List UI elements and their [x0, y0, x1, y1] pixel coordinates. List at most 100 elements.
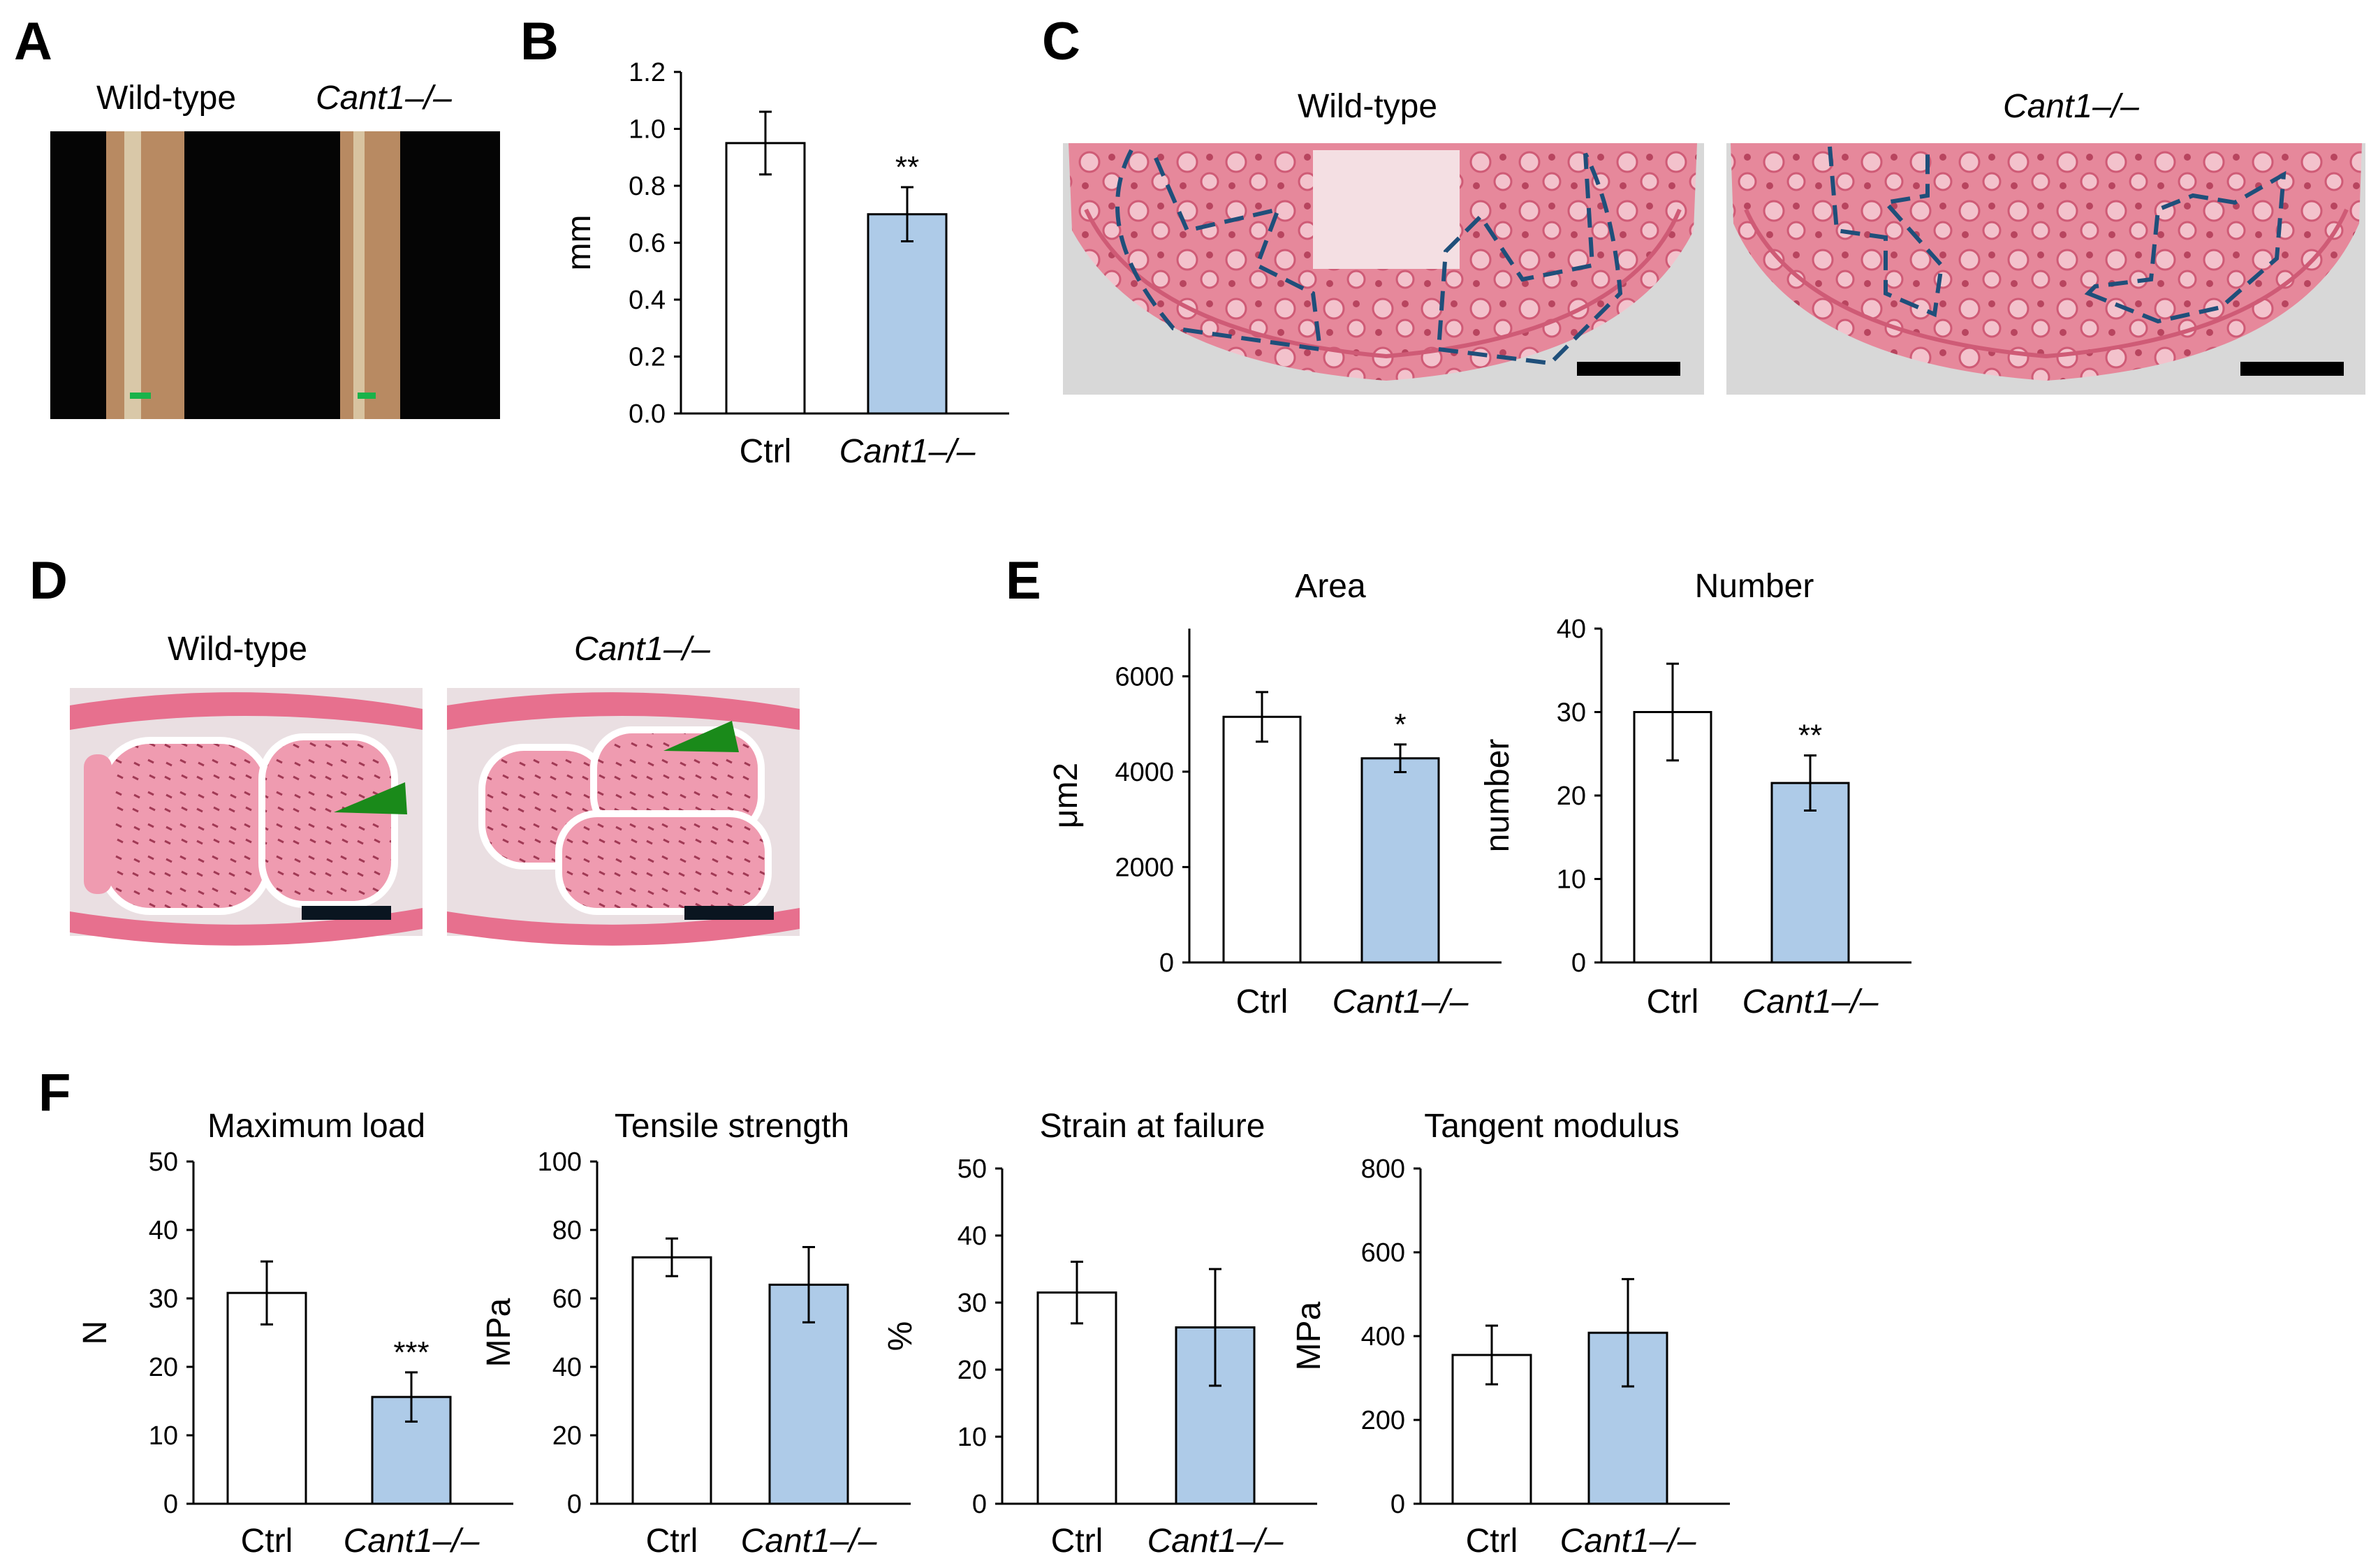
y-axis-label: N [77, 1321, 114, 1345]
bar-ctrl [725, 142, 806, 415]
y-tick-label: 200 [1361, 1406, 1405, 1435]
y-tick-label: 0.2 [629, 343, 666, 372]
panel-c-cant1-label: Cant1–/– [2003, 88, 2139, 125]
panel-label-d: D [29, 551, 68, 610]
chart-b: 0.0 0.2 0.4 0.6 0.8 1.0 1.2 mm Ctrl ** Cant1–/– [561, 58, 1009, 470]
y-tick-label: 800 [1361, 1155, 1405, 1184]
panel-label-b: B [520, 12, 559, 71]
chart-f-tensile: Tensile strength 0 20 40 60 80 100 MPa Ctrl Cant1… [480, 1108, 911, 1560]
y-tick-label: 0.4 [629, 286, 666, 315]
y-tick-label: 100 [538, 1148, 582, 1177]
y-axis-label: number [1479, 739, 1516, 853]
y-tick-label: 0.0 [629, 400, 666, 429]
panel-label-e: E [1006, 551, 1041, 610]
y-tick-label: 30 [957, 1289, 987, 1318]
y-tick-label: 20 [149, 1353, 178, 1382]
y-tick-label: 40 [552, 1353, 582, 1382]
y-tick-label: 60 [552, 1284, 582, 1314]
bar-cant1 [1360, 757, 1440, 964]
y-tick-label: 20 [1557, 782, 1586, 811]
y-tick-label: 400 [1361, 1322, 1405, 1351]
y-tick-label: 0 [567, 1490, 582, 1519]
significance-marker: ** [1798, 719, 1822, 753]
x-category-label: Ctrl [1647, 983, 1699, 1020]
panel-a-wildtype-label: Wild-type [96, 80, 236, 117]
x-category-label: Cant1–/– [741, 1523, 877, 1560]
y-tick-label: 600 [1361, 1238, 1405, 1268]
y-tick-label: 1.0 [629, 115, 666, 145]
y-axis-label: mm [561, 215, 598, 271]
panel-a-cant1-label: Cant1–/– [316, 80, 452, 117]
y-tick-label: 4000 [1115, 758, 1174, 787]
chart-title: Area [1295, 568, 1366, 605]
chart-e-number: Number 0 10 20 30 40 number Ctrl ** Cant1–/– [1479, 568, 1911, 1020]
chart-e-area: Area 0 2000 4000 6000 μm2 Ctrl * Cant1–/– [1048, 568, 1502, 1020]
y-tick-label: 10 [149, 1421, 178, 1451]
y-axis-label: MPa [480, 1298, 518, 1367]
panel-d-cant1-histology [447, 688, 800, 946]
chart-title: Number [1695, 568, 1814, 605]
bar-ctrl [1036, 1291, 1117, 1505]
bar-cant1 [867, 213, 948, 415]
significance-marker: ** [895, 150, 919, 184]
y-tick-label: 10 [1557, 865, 1586, 895]
panel-a-tendon-photo [50, 131, 500, 419]
y-tick-label: 20 [957, 1356, 987, 1385]
x-category-label: Ctrl [1236, 983, 1289, 1020]
x-category-label: Cant1–/– [344, 1523, 480, 1560]
y-tick-label: 20 [552, 1421, 582, 1451]
panel-label-a: A [14, 12, 52, 71]
significance-marker: * [1394, 708, 1406, 742]
y-tick-label: 30 [149, 1284, 178, 1314]
y-axis-label: % [882, 1321, 919, 1351]
bar-cant1 [1770, 782, 1850, 964]
y-tick-label: 1.2 [629, 58, 666, 87]
x-category-label: Cant1–/– [839, 433, 976, 470]
x-category-label: Ctrl [1466, 1523, 1518, 1560]
y-axis-label: μm2 [1048, 763, 1085, 828]
x-category-label: Ctrl [740, 433, 792, 470]
panel-label-c: C [1042, 12, 1080, 71]
x-category-label: Ctrl [646, 1523, 698, 1560]
y-tick-label: 0.8 [629, 172, 666, 201]
x-category-label: Cant1–/– [1147, 1523, 1284, 1560]
chart-f-tangent: Tangent modulus 0 200 400 600 800 MPa Ctrl Cant1… [1291, 1108, 1730, 1560]
chart-title: Tangent modulus [1424, 1108, 1680, 1145]
y-tick-label: 0 [972, 1490, 987, 1519]
panel-c-wildtype-label: Wild-type [1298, 88, 1437, 125]
y-axis-label: MPa [1291, 1301, 1328, 1370]
x-category-label: Ctrl [1051, 1523, 1103, 1560]
y-tick-label: 2000 [1115, 853, 1174, 882]
chart-title: Tensile strength [615, 1108, 849, 1145]
significance-marker: *** [393, 1335, 429, 1370]
x-category-label: Cant1–/– [1742, 983, 1879, 1020]
y-tick-label: 6000 [1115, 662, 1174, 691]
panel-d-cant1-label: Cant1–/– [574, 631, 710, 668]
x-category-label: Ctrl [241, 1523, 293, 1560]
y-tick-label: 0 [1390, 1490, 1405, 1519]
y-tick-label: 30 [1557, 698, 1586, 728]
y-tick-label: 0.6 [629, 229, 666, 258]
panel-d-wildtype-histology [70, 688, 423, 946]
x-category-label: Cant1–/– [1560, 1523, 1696, 1560]
y-tick-label: 50 [149, 1148, 178, 1177]
y-tick-label: 80 [552, 1216, 582, 1245]
y-tick-label: 0 [163, 1490, 178, 1519]
x-category-label: Cant1–/– [1333, 983, 1469, 1020]
chart-title: Strain at failure [1040, 1108, 1265, 1145]
y-tick-label: 0 [1571, 948, 1586, 978]
chart-f-max-load: Maximum load 0 10 20 30 40 50 N Ctrl *** Cant1–/– [77, 1108, 513, 1560]
bar-ctrl [1222, 715, 1302, 964]
panel-d-wildtype-label: Wild-type [168, 631, 307, 668]
y-tick-label: 50 [957, 1155, 987, 1184]
panel-c-wildtype-histology [1063, 143, 1704, 395]
chart-f-strain: Strain at failure 0 10 20 30 40 50% Ctrl Cant1–/… [882, 1108, 1317, 1560]
y-tick-label: 40 [1557, 615, 1586, 644]
y-tick-label: 0 [1159, 948, 1174, 978]
panel-label-f: F [38, 1063, 71, 1122]
y-tick-label: 10 [957, 1423, 987, 1452]
panel-c-cant1-histology [1726, 143, 2365, 395]
y-tick-label: 40 [957, 1222, 987, 1251]
chart-title: Maximum load [207, 1108, 425, 1145]
